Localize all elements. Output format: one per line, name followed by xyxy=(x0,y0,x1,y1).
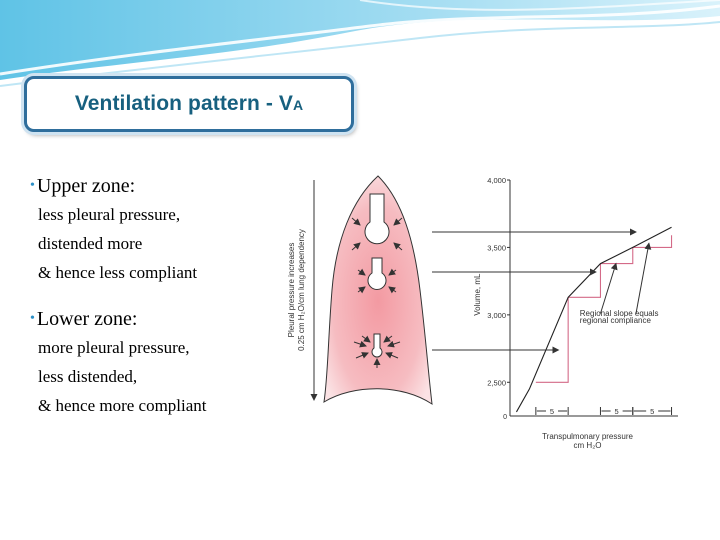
lung-shape xyxy=(323,175,433,406)
lower-zone-line: more pleural pressure, xyxy=(38,338,190,357)
slide-title-box: Ventilation pattern - VA xyxy=(24,76,354,132)
upper-zone-line: & hence less compliant xyxy=(38,263,198,282)
upper-zone-line: less pleural pressure, xyxy=(38,205,181,224)
bullet-icon: • xyxy=(30,311,35,326)
annotation-arrow xyxy=(599,262,618,314)
upper-alveolus xyxy=(351,193,403,251)
interval-label: 5 xyxy=(550,407,554,416)
lung-axis-label: Pleural pressure increases xyxy=(287,243,296,338)
y-axis-label: Volume, mL xyxy=(473,273,482,316)
upper-zone-line: distended more xyxy=(38,234,143,253)
compliance-curve xyxy=(515,226,672,413)
x-axis-unit: cm H₂O xyxy=(574,441,602,450)
middle-alveolus xyxy=(357,257,397,294)
x-axis-label: Transpulmonary pressure xyxy=(542,432,633,441)
compliance-figure: Pleural pressure increases 0.25 cm H₂O/c… xyxy=(287,175,678,450)
y-tick-label: 4,000 xyxy=(487,176,506,185)
volume-pressure-chart: Volume, mL Transpulmonary pressure cm H₂… xyxy=(432,176,678,450)
y-tick-label: 2,500 xyxy=(487,378,506,387)
compliance-step xyxy=(568,263,602,298)
annotation-text: Regional slope equals xyxy=(580,309,659,318)
lower-alveolus xyxy=(353,333,401,368)
upper-zone-heading: • Upper zone: xyxy=(30,175,136,197)
bullet-icon: • xyxy=(30,178,35,193)
header-wave-decoration xyxy=(0,0,720,87)
lower-zone-line: & hence more compliant xyxy=(38,396,207,415)
compliance-step xyxy=(535,297,569,383)
lower-zone-heading: • Lower zone: xyxy=(30,308,138,330)
annotation-text: regional compliance xyxy=(580,316,652,325)
interval-label: 5 xyxy=(615,407,619,416)
y-tick-label: 3,000 xyxy=(487,311,506,320)
y-tick-label: 3,500 xyxy=(487,243,506,252)
lung-axis-label: 0.25 cm H₂O/cm lung dependency xyxy=(297,229,306,351)
slide-title: Ventilation pattern - VA xyxy=(74,92,304,115)
origin-label: 0 xyxy=(503,414,507,421)
body-text: • Upper zone: less pleural pressure, dist… xyxy=(30,172,280,420)
interval-label: 5 xyxy=(650,407,654,416)
annotation-arrow xyxy=(635,242,652,314)
lower-zone-line: less distended, xyxy=(38,367,138,386)
